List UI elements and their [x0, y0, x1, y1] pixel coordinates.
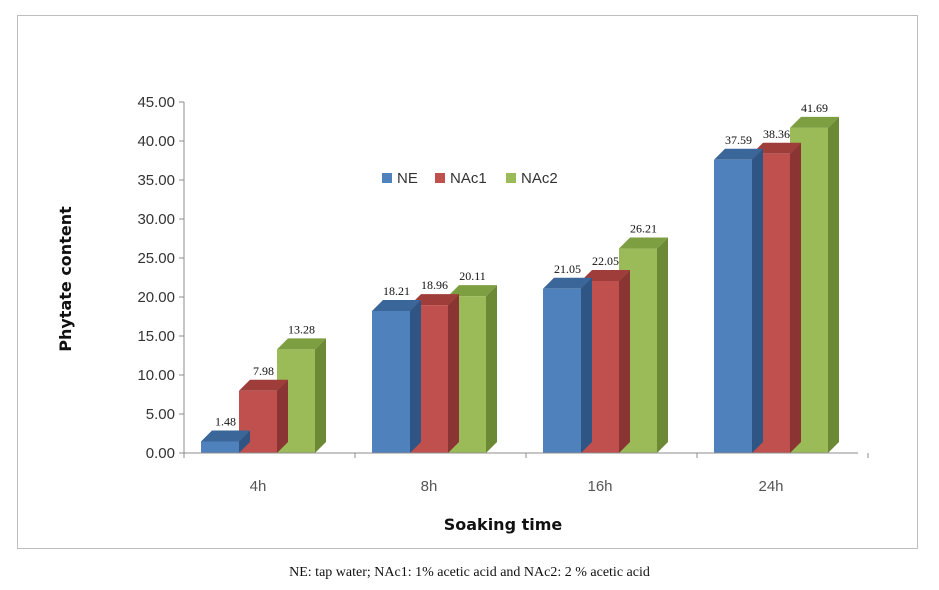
- x-tick-label-4h: 4h: [250, 478, 267, 495]
- data-label-NAc2-24h: 41.69: [801, 101, 828, 115]
- y-tick-label: 5.00: [146, 406, 175, 423]
- y-tick-label: 0.00: [146, 445, 175, 462]
- data-label-NE-24h: 37.59: [725, 133, 752, 147]
- bar-top: [790, 116, 839, 128]
- bar-side: [239, 430, 250, 453]
- data-labels: 13.28 7.98 1.48 20.11 18.96 18.21 26.21 22.05 21…: [215, 101, 828, 429]
- x-tick-label-8h: 8h: [421, 478, 438, 495]
- chart-frame: 0.00 5.00 10.00 15.00 20.00 25.00 30.00 35.00 40…: [17, 15, 918, 549]
- y-axis: 0.00 5.00 10.00 15.00 20.00 25.00 30.00 35.00 40…: [137, 94, 185, 462]
- bar-top: [581, 270, 630, 282]
- data-label-NAc1-16h: 22.05: [592, 254, 619, 268]
- legend-label: NAc2: [521, 170, 558, 187]
- bars: [201, 116, 839, 454]
- legend-label: NE: [397, 170, 418, 187]
- bar-side: [790, 142, 801, 453]
- bar-side: [752, 148, 763, 453]
- y-tick-label: 25.00: [137, 250, 175, 267]
- data-label-NAc2-16h: 26.21: [630, 222, 657, 236]
- bar-NE-16h: [543, 277, 592, 453]
- x-axis-title: Soaking time: [444, 515, 563, 534]
- y-tick-label: 10.00: [137, 367, 175, 384]
- y-tick-label: 45.00: [137, 94, 175, 111]
- bar-top: [201, 430, 250, 442]
- bar-side: [448, 294, 459, 453]
- y-tick-label: 15.00: [137, 328, 175, 345]
- data-label-NE-8h: 18.21: [383, 284, 410, 298]
- bar-top: [714, 148, 763, 160]
- data-label-NAc1-8h: 18.96: [421, 278, 448, 292]
- bar-top: [448, 285, 497, 297]
- bar-chart: 0.00 5.00 10.00 15.00 20.00 25.00 30.00 35.00 40…: [56, 94, 869, 534]
- bar-side: [277, 379, 288, 453]
- legend-swatch: [506, 173, 516, 183]
- x-axis: 4h 8h 16h 24h: [183, 452, 869, 495]
- bar-side: [581, 277, 592, 453]
- legend-swatch: [435, 173, 445, 183]
- bar-top: [277, 338, 326, 350]
- legend-item-NAc2: NAc2: [506, 170, 558, 187]
- bar-side: [828, 116, 839, 454]
- bar-top: [410, 294, 459, 306]
- legend-swatch: [382, 173, 392, 183]
- bar-side: [410, 299, 421, 453]
- bar-side: [657, 237, 668, 453]
- bar-top: [543, 277, 592, 289]
- data-label-NAc2-8h: 20.11: [459, 269, 486, 283]
- legend-label: NAc1: [450, 170, 487, 187]
- bar-front: [543, 288, 581, 453]
- y-tick-label: 20.00: [137, 289, 175, 306]
- bar-top: [239, 379, 288, 391]
- legend-item-NAc1: NAc1: [435, 170, 487, 187]
- x-tick-label-24h: 24h: [758, 478, 783, 495]
- x-tick-label-16h: 16h: [587, 478, 612, 495]
- data-label-NAc1-4h: 7.98: [253, 364, 274, 378]
- bar-top: [619, 237, 668, 249]
- bar-side: [486, 285, 497, 453]
- data-label-NAc2-4h: 13.28: [288, 322, 315, 336]
- bar-front: [714, 159, 752, 453]
- data-label-NE-4h: 1.48: [215, 414, 236, 428]
- bar-NE-4h: [201, 430, 250, 453]
- bar-NE-24h: [714, 148, 763, 453]
- data-label-NE-16h: 21.05: [554, 262, 581, 276]
- figure-caption: NE: tap water; NAc1: 1% acetic acid and …: [289, 565, 650, 580]
- bar-side: [315, 338, 326, 453]
- data-label-NAc1-24h: 38.36: [763, 127, 790, 141]
- y-tick-label: 40.00: [137, 133, 175, 150]
- bar-side: [619, 270, 630, 453]
- bar-front: [372, 310, 410, 453]
- bar-front: [201, 441, 239, 453]
- y-tick-label: 30.00: [137, 211, 175, 228]
- bar-top: [372, 299, 421, 311]
- legend: NE NAc1 NAc2: [382, 170, 558, 187]
- y-axis-title: Phytate content: [56, 206, 75, 352]
- bar-NE-8h: [372, 299, 421, 453]
- legend-item-NE: NE: [382, 170, 418, 187]
- bar-top: [752, 142, 801, 154]
- y-tick-label: 35.00: [137, 172, 175, 189]
